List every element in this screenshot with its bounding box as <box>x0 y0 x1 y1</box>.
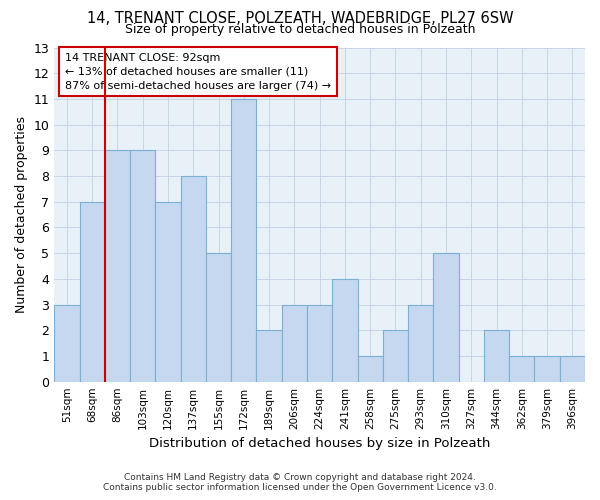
Bar <box>332 279 358 382</box>
Bar <box>105 150 130 382</box>
Bar <box>54 304 80 382</box>
Bar <box>383 330 408 382</box>
Bar <box>181 176 206 382</box>
Bar <box>282 304 307 382</box>
Bar <box>307 304 332 382</box>
Bar <box>484 330 509 382</box>
Bar <box>155 202 181 382</box>
Bar <box>433 253 458 382</box>
Bar <box>206 253 231 382</box>
Bar <box>231 99 256 382</box>
Bar <box>256 330 282 382</box>
Text: 14, TRENANT CLOSE, POLZEATH, WADEBRIDGE, PL27 6SW: 14, TRENANT CLOSE, POLZEATH, WADEBRIDGE,… <box>86 11 514 26</box>
Bar <box>408 304 433 382</box>
Bar <box>130 150 155 382</box>
Bar <box>560 356 585 382</box>
Text: Contains HM Land Registry data © Crown copyright and database right 2024.
Contai: Contains HM Land Registry data © Crown c… <box>103 473 497 492</box>
Bar <box>80 202 105 382</box>
Bar <box>535 356 560 382</box>
Text: 14 TRENANT CLOSE: 92sqm
← 13% of detached houses are smaller (11)
87% of semi-de: 14 TRENANT CLOSE: 92sqm ← 13% of detache… <box>65 52 331 90</box>
Text: Size of property relative to detached houses in Polzeath: Size of property relative to detached ho… <box>125 22 475 36</box>
Bar <box>509 356 535 382</box>
X-axis label: Distribution of detached houses by size in Polzeath: Distribution of detached houses by size … <box>149 437 490 450</box>
Bar <box>358 356 383 382</box>
Y-axis label: Number of detached properties: Number of detached properties <box>15 116 28 313</box>
